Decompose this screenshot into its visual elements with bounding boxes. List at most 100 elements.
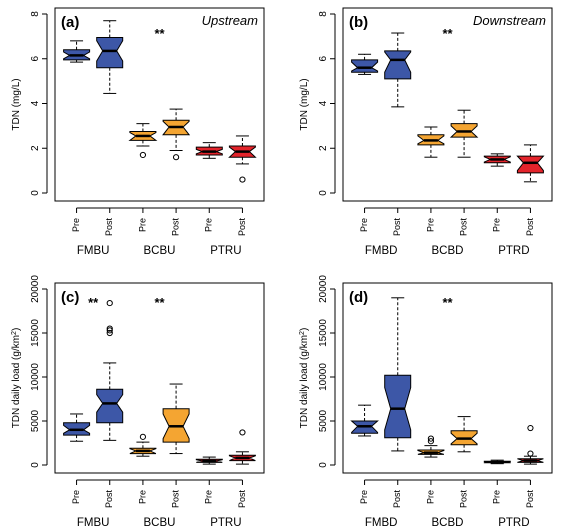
plot-frame <box>54 7 265 202</box>
box-red <box>516 155 545 174</box>
group-label: BCBU <box>144 245 176 257</box>
x-tick-label: Pre <box>359 490 369 504</box>
panel-1: 0 2 4 6 8 TDN (mg/L) Pre Post Pre Post Pre Post FMBU… <box>11 7 265 257</box>
y-tick-label: 8 <box>30 11 41 17</box>
group-label: FMBD <box>365 245 398 257</box>
group-label: FMBD <box>365 517 398 529</box>
significance-marker: ** <box>154 26 165 41</box>
x-tick-label: Post <box>170 490 180 509</box>
outlier-point <box>427 435 435 442</box>
x-tick-label: Post <box>458 490 468 509</box>
panel-region-label: Upstream <box>202 13 259 28</box>
y-axis-label-superscript: 2 <box>299 331 306 335</box>
y-tick-label: 15000 <box>30 319 41 347</box>
x-tick-label: Pre <box>137 490 147 504</box>
box-blue <box>96 37 124 69</box>
box-blue <box>384 374 412 439</box>
y-tick-label: 2 <box>30 145 41 151</box>
y-tick-label: 2 <box>318 145 329 151</box>
group-label: FMBU <box>77 517 110 529</box>
outlier-point <box>239 429 246 436</box>
significance-marker: ** <box>154 295 165 310</box>
y-tick-label: 8 <box>318 11 329 17</box>
group-label: PTRD <box>498 517 529 529</box>
panel-4: 0 5000 10000 15000 20000 TDN daily load (g/km… <box>299 275 553 529</box>
group-label: FMBU <box>77 245 110 257</box>
x-tick-label: Post <box>237 490 247 509</box>
group-label: PTRU <box>210 245 241 257</box>
outlier-point <box>527 424 534 432</box>
panel-2: 0 2 4 6 8 TDN (mg/L) Pre Post Pre Post Pre Post FMBD… <box>299 7 553 257</box>
x-tick-label: Pre <box>204 218 214 232</box>
y-tick-label: 10000 <box>318 363 329 391</box>
x-tick-label: Pre <box>204 490 214 504</box>
y-tick-label: 0 <box>30 190 41 196</box>
outlier-point <box>106 299 113 307</box>
y-tick-label: 0 <box>318 190 329 196</box>
x-tick-label: Pre <box>359 218 369 232</box>
y-tick-label: 20000 <box>30 275 41 303</box>
x-tick-label: Post <box>170 218 180 237</box>
x-tick-label: Post <box>458 218 468 237</box>
panel-label: (d) <box>349 289 368 306</box>
y-tick-label: 15000 <box>318 319 329 347</box>
y-tick-label: 0 <box>318 462 329 468</box>
x-tick-label: Post <box>392 490 402 509</box>
plot-frame <box>54 282 265 474</box>
y-axis-label: TDN (mg/L) <box>11 78 22 130</box>
x-tick-label: Post <box>104 218 114 237</box>
x-tick-label: Pre <box>71 490 81 504</box>
outlier-point <box>239 176 246 183</box>
y-tick-label: 5000 <box>318 409 329 432</box>
x-tick-label: Pre <box>71 218 81 232</box>
y-tick-label: 20000 <box>318 275 329 303</box>
outlier-point <box>106 325 113 332</box>
y-tick-label: 4 <box>318 100 329 106</box>
x-tick-label: Post <box>525 218 535 237</box>
x-tick-label: Pre <box>492 490 502 504</box>
x-tick-label: Pre <box>137 218 147 232</box>
group-label: BCBD <box>432 517 464 529</box>
panel-label: (c) <box>61 289 79 306</box>
box-blue <box>96 388 124 424</box>
y-axis-label: TDN (mg/L) <box>299 78 310 130</box>
panel-3: 0 5000 10000 15000 20000 TDN daily load (g/km… <box>11 275 265 529</box>
x-tick-label: Post <box>104 490 114 509</box>
x-tick-label: Post <box>392 218 402 237</box>
outlier-point <box>172 154 180 161</box>
panel-region-label: Downstream <box>473 13 546 28</box>
group-label: PTRU <box>210 517 241 529</box>
y-tick-label: 4 <box>30 100 41 106</box>
outlier-point <box>139 151 147 159</box>
y-axis-label: TDN daily load (g/km2) <box>299 328 311 429</box>
y-axis-label: TDN daily load (g/km2) <box>11 328 23 429</box>
group-label: PTRD <box>498 245 529 257</box>
x-tick-label: Pre <box>425 218 435 232</box>
y-tick-label: 5000 <box>30 409 41 432</box>
group-label: BCBD <box>432 245 464 257</box>
x-tick-label: Post <box>525 490 535 509</box>
x-tick-label: Pre <box>492 218 502 232</box>
significance-marker: ** <box>88 295 99 310</box>
plot-frame <box>342 282 553 474</box>
group-label: BCBU <box>144 517 176 529</box>
outlier-point <box>139 433 147 440</box>
y-axis-label-superscript: 2 <box>11 331 18 335</box>
x-tick-label: Post <box>237 218 247 237</box>
significance-marker: ** <box>442 295 453 310</box>
box-blue <box>351 59 379 73</box>
panel-label: (a) <box>61 14 79 31</box>
outlier-point <box>106 329 113 337</box>
y-tick-label: 10000 <box>30 363 41 391</box>
outlier-point <box>527 450 534 457</box>
panel-label: (b) <box>349 14 368 31</box>
plot-frame <box>342 7 553 202</box>
outlier-point <box>106 327 113 334</box>
x-tick-label: Pre <box>425 490 435 504</box>
y-tick-label: 0 <box>30 462 41 468</box>
box-blue <box>384 50 412 80</box>
y-tick-label: 6 <box>30 56 41 62</box>
significance-marker: ** <box>442 26 453 41</box>
y-tick-label: 6 <box>318 56 329 62</box>
